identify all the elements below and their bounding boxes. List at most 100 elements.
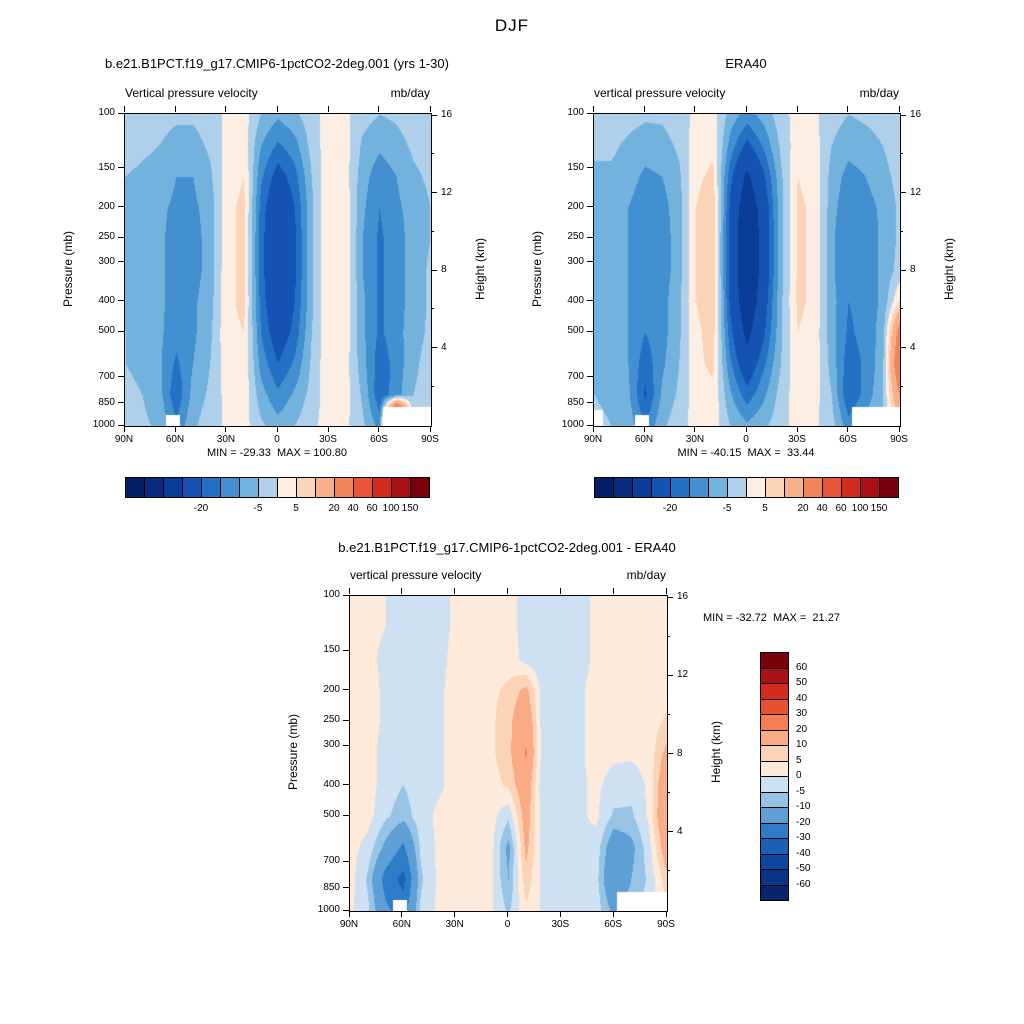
pressure-tick	[118, 167, 124, 169]
pressure-tick-label: 850	[323, 881, 340, 893]
latitude-tick	[123, 426, 125, 432]
colorbar-cell	[125, 477, 145, 498]
pressure-tick	[587, 261, 593, 263]
colorbar-tick-label: -5	[796, 785, 805, 797]
colorbar-cell	[760, 853, 789, 870]
latitude-tick-label: 90S	[890, 434, 908, 445]
height-tick	[900, 192, 906, 194]
pressure-tick	[587, 167, 593, 169]
latitude-tick-label: 60N	[634, 434, 654, 445]
height-minor-tick	[900, 308, 903, 310]
latitude-tick-label: 60N	[165, 434, 185, 445]
height-axis-label-diff: Height (km)	[709, 720, 723, 784]
colorbar-tick-label: 40	[816, 503, 828, 514]
latitude-tick-label: 90N	[339, 919, 359, 930]
colorbar-cell	[163, 477, 183, 498]
colorbar-tick-label: 5	[796, 754, 802, 766]
pressure-tick	[118, 376, 124, 378]
latitude-tick-label: 0	[504, 919, 511, 930]
pressure-tick-label: 1000	[561, 419, 584, 430]
pressure-tick-label: 300	[323, 739, 340, 751]
colorbar-cell	[594, 477, 614, 498]
pressure-tick-label: 850	[567, 396, 584, 408]
height-tick-label: 8	[910, 264, 916, 276]
colorbar-cell	[239, 477, 259, 498]
colorbar-tick-label: 40	[347, 503, 359, 514]
latitude-tick-label: 60S	[604, 919, 623, 930]
latitude-tick-label: 90N	[583, 434, 603, 445]
height-tick-label: 12	[910, 186, 922, 198]
height-tick-label: 12	[441, 186, 453, 198]
height-tick	[431, 114, 437, 116]
colorbar-cell	[760, 652, 789, 669]
colorbar-tick-label: -50	[796, 863, 811, 874]
subtitle-units-diff: mb/day	[626, 568, 666, 582]
latitude-tick-label: 0	[274, 434, 280, 445]
height-tick-label: 16	[910, 109, 922, 121]
colorbar-cell	[201, 477, 221, 498]
latitude-tick-label: 30S	[551, 919, 570, 930]
colorbar-cell	[760, 745, 789, 762]
colorbar-tick-label: 0	[796, 770, 802, 781]
pressure-tick	[118, 112, 124, 114]
pressure-tick-label: 200	[98, 200, 115, 212]
pressure-axis-label-diff: Pressure (mb)	[286, 713, 300, 791]
latitude-tick-label: 30N	[685, 434, 705, 445]
latitude-tick-top	[348, 588, 350, 594]
pressure-tick-label: 100	[98, 107, 115, 118]
latitude-tick-label: 60N	[392, 919, 412, 930]
height-tick	[900, 269, 906, 271]
height-tick	[667, 753, 673, 755]
pressure-tick	[118, 330, 124, 332]
latitude-tick-top	[796, 106, 798, 112]
colorbar-tick-label: 100	[382, 503, 400, 514]
colorbar-model: -20 -5 5 20 40 60 100 150	[125, 477, 430, 514]
height-tick	[431, 347, 437, 349]
pressure-tick	[587, 112, 593, 114]
height-tick	[667, 831, 673, 833]
latitude-tick-top	[276, 106, 278, 112]
latitude-tick	[847, 426, 849, 432]
page-title: DJF	[494, 16, 530, 35]
pressure-tick-label: 700	[323, 855, 340, 867]
latitude-tick	[694, 426, 696, 432]
height-minor-tick	[900, 385, 903, 387]
pressure-tick-label: 700	[98, 370, 115, 382]
latitude-tick-top	[745, 106, 747, 112]
colorbar-cell	[760, 807, 789, 824]
contour-canvas-model	[124, 113, 432, 427]
colorbar-era40: -20 -5 5 20 40 60 100 150	[594, 477, 899, 514]
colorbar-cell	[727, 477, 747, 498]
colorbar-cell	[760, 729, 789, 746]
height-minor-tick	[431, 385, 434, 387]
colorbar-cell	[822, 477, 842, 498]
subtitle-variable-era40: vertical pressure velocity	[594, 86, 726, 100]
pressure-tick-label: 250	[567, 231, 584, 243]
height-minor-tick	[900, 153, 903, 155]
pressure-tick	[587, 300, 593, 302]
latitude-tick-top	[643, 106, 645, 112]
pressure-tick	[118, 206, 124, 208]
pressure-tick	[343, 814, 349, 816]
latitude-tick-top	[559, 588, 561, 594]
colorbar-diff: 60 50 40 30 20 10 5 0 -5 -10 -20 -30 -40 -50 -60	[760, 652, 810, 901]
latitude-tick-label: 90S	[421, 434, 439, 445]
colorbar-cell	[760, 791, 789, 808]
latitude-tick-top	[225, 106, 227, 112]
colorbar-cell	[220, 477, 240, 498]
colorbar-cell	[860, 477, 880, 498]
colorbar-tick-label: 60	[835, 503, 847, 514]
pressure-tick-label: 300	[98, 255, 115, 267]
height-minor-tick	[431, 153, 434, 155]
pressure-tick	[587, 402, 593, 404]
pressure-tick-label: 100	[323, 589, 340, 600]
height-axis-label-era40: Height (km)	[942, 237, 956, 301]
latitude-tick-top	[592, 106, 594, 112]
pressure-tick-label: 150	[567, 161, 584, 173]
pressure-tick	[587, 424, 593, 426]
pressure-tick-label: 150	[98, 161, 115, 173]
colorbar-tick-label: -60	[796, 878, 811, 890]
colorbar-cell	[410, 477, 430, 498]
latitude-tick-label: 90S	[657, 919, 675, 930]
